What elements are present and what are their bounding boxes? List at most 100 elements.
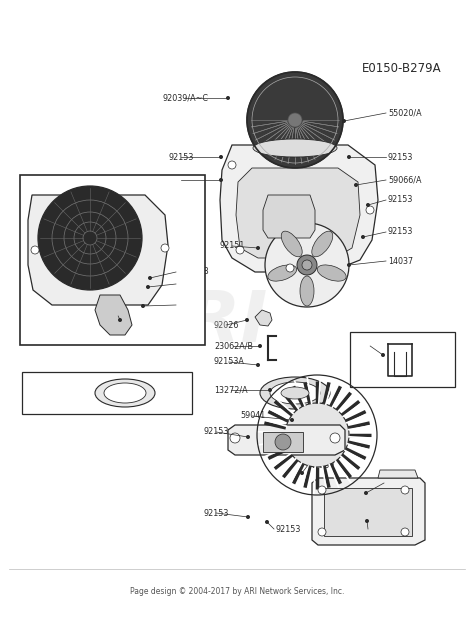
Ellipse shape xyxy=(300,276,314,306)
Circle shape xyxy=(256,246,260,250)
Circle shape xyxy=(256,363,260,367)
Bar xyxy=(22,372,192,414)
Text: 59066/A: 59066/A xyxy=(388,176,421,184)
Circle shape xyxy=(258,344,262,348)
Polygon shape xyxy=(28,195,168,305)
Text: 49089: 49089 xyxy=(310,461,335,469)
Circle shape xyxy=(118,318,122,322)
Text: 13272B/C: 13272B/C xyxy=(53,386,92,394)
Text: 23062: 23062 xyxy=(358,342,383,350)
Circle shape xyxy=(38,186,142,290)
Circle shape xyxy=(275,434,291,450)
Circle shape xyxy=(290,418,294,422)
Bar xyxy=(350,332,455,387)
Circle shape xyxy=(246,515,250,519)
Text: 92039/A~C: 92039/A~C xyxy=(163,93,209,103)
Text: 92026: 92026 xyxy=(214,321,239,329)
Bar xyxy=(20,175,205,345)
Ellipse shape xyxy=(281,231,302,257)
Text: 23062A/B: 23062A/B xyxy=(214,342,253,350)
Circle shape xyxy=(285,403,349,467)
Ellipse shape xyxy=(104,383,146,403)
Circle shape xyxy=(354,183,358,187)
Text: 92153: 92153 xyxy=(388,152,413,162)
Polygon shape xyxy=(220,145,378,272)
Text: 55020/A: 55020/A xyxy=(388,108,422,118)
Ellipse shape xyxy=(317,265,346,281)
Circle shape xyxy=(364,491,368,495)
Text: 92009: 92009 xyxy=(106,311,131,321)
Circle shape xyxy=(361,235,365,239)
Text: E0150-B279A: E0150-B279A xyxy=(362,61,442,74)
Polygon shape xyxy=(95,295,132,335)
Circle shape xyxy=(230,433,240,443)
Polygon shape xyxy=(263,195,315,238)
Text: 59066B: 59066B xyxy=(178,267,209,277)
Text: Page design © 2004-2017 by ARI Network Services, Inc.: Page design © 2004-2017 by ARI Network S… xyxy=(130,586,344,595)
Circle shape xyxy=(219,178,223,182)
Circle shape xyxy=(318,528,326,536)
Circle shape xyxy=(226,96,230,100)
Circle shape xyxy=(401,528,409,536)
Circle shape xyxy=(161,244,169,252)
Text: 92153: 92153 xyxy=(388,228,413,236)
Circle shape xyxy=(219,155,223,159)
Bar xyxy=(324,488,412,536)
Text: ARI: ARI xyxy=(130,287,268,357)
Ellipse shape xyxy=(281,387,309,399)
Text: 92153: 92153 xyxy=(370,524,395,534)
Circle shape xyxy=(288,113,302,127)
Text: 92153A: 92153A xyxy=(214,358,245,366)
Circle shape xyxy=(268,388,272,392)
Circle shape xyxy=(148,276,152,280)
Text: 92153: 92153 xyxy=(169,176,194,184)
Circle shape xyxy=(245,318,249,322)
Circle shape xyxy=(381,353,385,357)
Text: 92151: 92151 xyxy=(220,241,246,251)
Text: 14037: 14037 xyxy=(388,256,413,266)
Ellipse shape xyxy=(260,377,330,409)
Polygon shape xyxy=(312,478,425,545)
Circle shape xyxy=(297,255,317,275)
Text: 92009: 92009 xyxy=(178,300,203,310)
Text: 92153: 92153 xyxy=(169,152,194,162)
Circle shape xyxy=(342,119,346,123)
Circle shape xyxy=(146,285,150,289)
Circle shape xyxy=(330,433,340,443)
Text: 13272/A: 13272/A xyxy=(214,386,247,394)
Ellipse shape xyxy=(253,139,337,157)
Text: 92153: 92153 xyxy=(388,196,413,204)
Circle shape xyxy=(141,304,145,308)
Text: 92153: 92153 xyxy=(276,524,301,534)
Circle shape xyxy=(366,203,370,207)
Circle shape xyxy=(365,519,369,523)
Circle shape xyxy=(347,263,351,267)
Text: 92153: 92153 xyxy=(204,508,229,517)
Circle shape xyxy=(286,264,294,272)
Text: 59041: 59041 xyxy=(240,412,265,420)
Circle shape xyxy=(300,471,304,475)
Ellipse shape xyxy=(312,231,333,257)
Ellipse shape xyxy=(270,382,320,404)
Circle shape xyxy=(228,161,236,169)
Circle shape xyxy=(347,155,351,159)
Text: 92153: 92153 xyxy=(204,428,229,436)
Circle shape xyxy=(318,486,326,494)
Text: 13070: 13070 xyxy=(178,280,203,288)
Circle shape xyxy=(366,206,374,214)
Polygon shape xyxy=(255,310,272,326)
Polygon shape xyxy=(236,168,360,258)
Circle shape xyxy=(265,223,349,307)
Circle shape xyxy=(236,246,244,254)
Polygon shape xyxy=(378,470,418,478)
Circle shape xyxy=(302,260,312,270)
Ellipse shape xyxy=(268,265,297,281)
Polygon shape xyxy=(228,425,345,455)
Circle shape xyxy=(246,435,250,439)
Circle shape xyxy=(31,246,39,254)
Circle shape xyxy=(265,520,269,524)
Ellipse shape xyxy=(95,379,155,407)
Circle shape xyxy=(247,72,343,168)
Bar xyxy=(263,432,303,452)
Text: 49089A: 49089A xyxy=(386,478,417,488)
